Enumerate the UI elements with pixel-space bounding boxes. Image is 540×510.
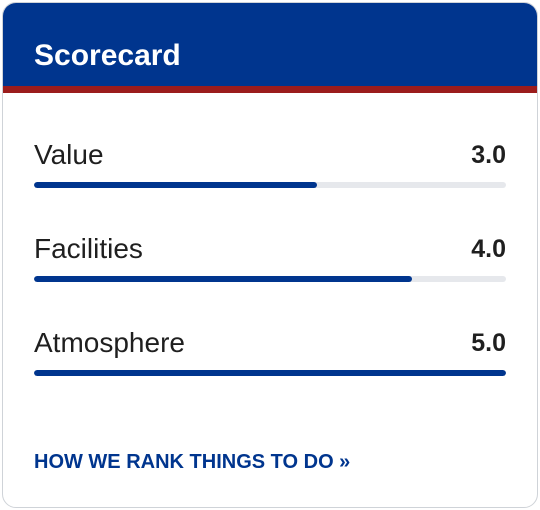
how-we-rank-link[interactable]: HOW WE RANK THINGS TO DO » [34, 451, 351, 473]
score-row-value: Value 3.0 [34, 136, 506, 196]
score-label: Facilities [34, 233, 143, 264]
score-bar-fill [34, 182, 318, 188]
score-row-atmosphere: Atmosphere 5.0 [34, 324, 506, 384]
score-value: 5.0 [471, 329, 506, 357]
score-row-facilities: Facilities 4.0 [34, 230, 506, 290]
scorecard-title: Scorecard [34, 39, 181, 72]
score-bar-track [34, 370, 506, 376]
score-label: Atmosphere [34, 327, 185, 358]
score-bar-track [34, 182, 506, 188]
score-bar-track [34, 276, 506, 282]
scorecard-header: Scorecard [3, 3, 537, 93]
score-value: 4.0 [471, 235, 506, 263]
score-bar-fill [34, 276, 412, 282]
score-bar-fill [34, 370, 506, 376]
score-value: 3.0 [471, 141, 506, 169]
score-label: Value [34, 139, 104, 170]
